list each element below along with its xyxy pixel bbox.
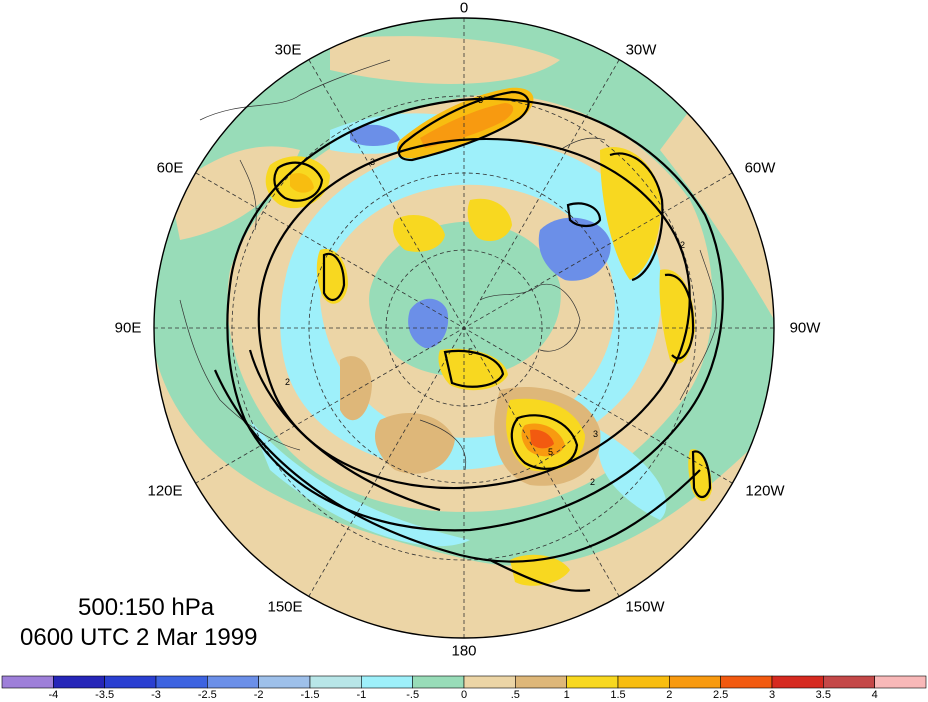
contour-label: 3 — [593, 429, 598, 439]
colorbar-tick-label: -.5 — [406, 689, 420, 701]
colorbar-swatch — [53, 675, 105, 689]
time-caption: 0600 UTC 2 Mar 1999 — [20, 624, 258, 651]
lon-label-30e: 30E — [274, 41, 302, 59]
colorbar-swatch — [258, 675, 311, 689]
coastlines — [179, 59, 717, 471]
colorbar-tick-label: -1.5 — [300, 689, 320, 701]
lon-label-150w: 150W — [625, 598, 665, 616]
colorbar-tick-label: 1 — [563, 689, 570, 701]
colorbar-tick-label: 3.5 — [815, 689, 831, 701]
contour-label: 2 — [680, 240, 685, 250]
colorbar-tick-label: -3.5 — [95, 689, 115, 701]
colorbar-swatch — [207, 675, 259, 689]
lon-label-0: 0 — [459, 0, 469, 17]
colorbar-tick-label: -3 — [151, 689, 161, 701]
colorbar-tick-label: 3 — [768, 689, 776, 701]
contour-label-group: 3 5 5 3 2 2 2 3 — [285, 95, 685, 487]
colorbar-swatch — [1, 675, 54, 689]
lon-label-90e: 90E — [114, 319, 142, 337]
colorbar-swatch — [412, 675, 465, 689]
colorbar-tick-label: -4 — [48, 689, 59, 701]
lon-label-120w: 120W — [745, 482, 785, 500]
colorbar-tick-label: -2.5 — [197, 689, 217, 701]
lon-label-60e: 60E — [156, 159, 184, 177]
colorbar-tick-label: 2 — [666, 689, 673, 701]
colorbar-tick-label: 4 — [871, 689, 878, 701]
colorbar-tick-label: -2 — [253, 689, 264, 701]
colorbar-swatch — [669, 675, 721, 689]
colorbar-tick-label: -1 — [356, 689, 367, 701]
map-boundary — [153, 17, 775, 639]
lon-label-90w: 90W — [789, 319, 821, 337]
colorbar-swatch — [463, 675, 516, 689]
colorbar-swatch — [104, 675, 157, 689]
colorbar-swatch — [874, 675, 927, 689]
graticule — [154, 18, 774, 638]
colorbar-swatch — [155, 675, 208, 689]
colorbar-swatch — [309, 675, 362, 689]
colorbar-swatch — [617, 675, 670, 689]
contour-label: 3 — [370, 157, 375, 167]
contour-label: 5 — [468, 347, 473, 357]
lon-label-60w: 60W — [744, 159, 776, 177]
shaded-field — [154, 18, 774, 638]
colorbar-tick-label: 0 — [460, 689, 468, 701]
colorbar-tick-label: .5 — [510, 689, 520, 701]
colorbar — [1, 675, 927, 689]
lon-label-180: 180 — [451, 642, 477, 660]
colorbar-swatch — [771, 675, 824, 689]
colorbar-swatch — [566, 675, 619, 689]
contour-lines — [213, 90, 724, 592]
colorbar-swatch — [823, 675, 875, 689]
contour-label: 3 — [478, 95, 483, 105]
contour-label: 5 — [548, 447, 553, 457]
contour-label: 2 — [590, 477, 595, 487]
lon-label-150e: 150E — [267, 598, 303, 616]
colorbar-swatch — [720, 675, 773, 689]
lon-label-30w: 30W — [625, 41, 657, 59]
colorbar-tick-label: 1.5 — [610, 689, 626, 701]
colorbar-swatch — [361, 675, 413, 689]
colorbar-swatch — [515, 675, 567, 689]
colorbar-tick-label: 2.5 — [713, 689, 729, 701]
level-caption: 500:150 hPa — [78, 594, 215, 621]
lon-label-120e: 120E — [147, 482, 183, 500]
contour-label: 2 — [285, 377, 290, 387]
